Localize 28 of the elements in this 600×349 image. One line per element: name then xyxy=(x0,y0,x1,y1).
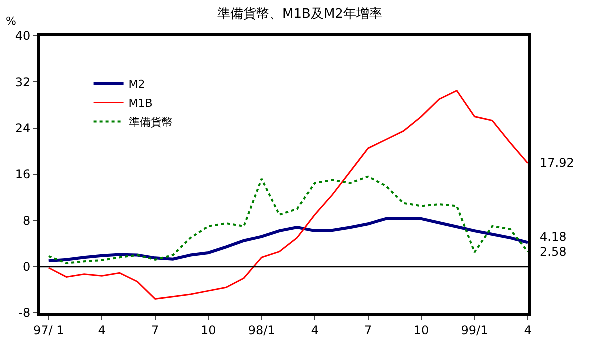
x-tick-label: 4 xyxy=(311,323,319,338)
legend-label: M2 xyxy=(128,78,146,92)
line-series xyxy=(48,176,528,264)
x-tick-label: 7 xyxy=(152,323,160,338)
x-tick-label: 10 xyxy=(200,323,216,338)
data-label: 2.58 xyxy=(540,245,567,259)
y-tick-label: 40 xyxy=(15,29,31,44)
x-tick-label: 4 xyxy=(98,323,106,338)
data-label: 17.92 xyxy=(540,156,574,170)
y-tick-label: -8 xyxy=(18,306,31,320)
y-tick-label: 0 xyxy=(22,260,31,274)
x-tick-label: 4 xyxy=(524,323,532,338)
line-series xyxy=(47,217,528,263)
x-tick-label: 97/ 1 xyxy=(33,323,64,338)
legend-label: 準備貨幣 xyxy=(128,116,173,130)
x-tick-label: 99/1 xyxy=(461,323,488,338)
x-tick-label: 10 xyxy=(414,323,430,338)
x-tick-label: 98/1 xyxy=(248,323,276,338)
y-tick-label: 32 xyxy=(15,75,31,90)
legend-label: M1B xyxy=(128,97,153,110)
chart-title: 準備貨幣、M1B及M2年增率 xyxy=(218,6,382,22)
y-tick-label: 8 xyxy=(22,214,31,228)
y-tick-label: 16 xyxy=(15,168,31,182)
y-tick-label: 24 xyxy=(15,122,31,136)
y-axis-title: % xyxy=(6,15,16,28)
data-label: 4.18 xyxy=(540,230,567,244)
x-tick-label: 7 xyxy=(364,323,372,338)
line-series xyxy=(48,90,528,300)
